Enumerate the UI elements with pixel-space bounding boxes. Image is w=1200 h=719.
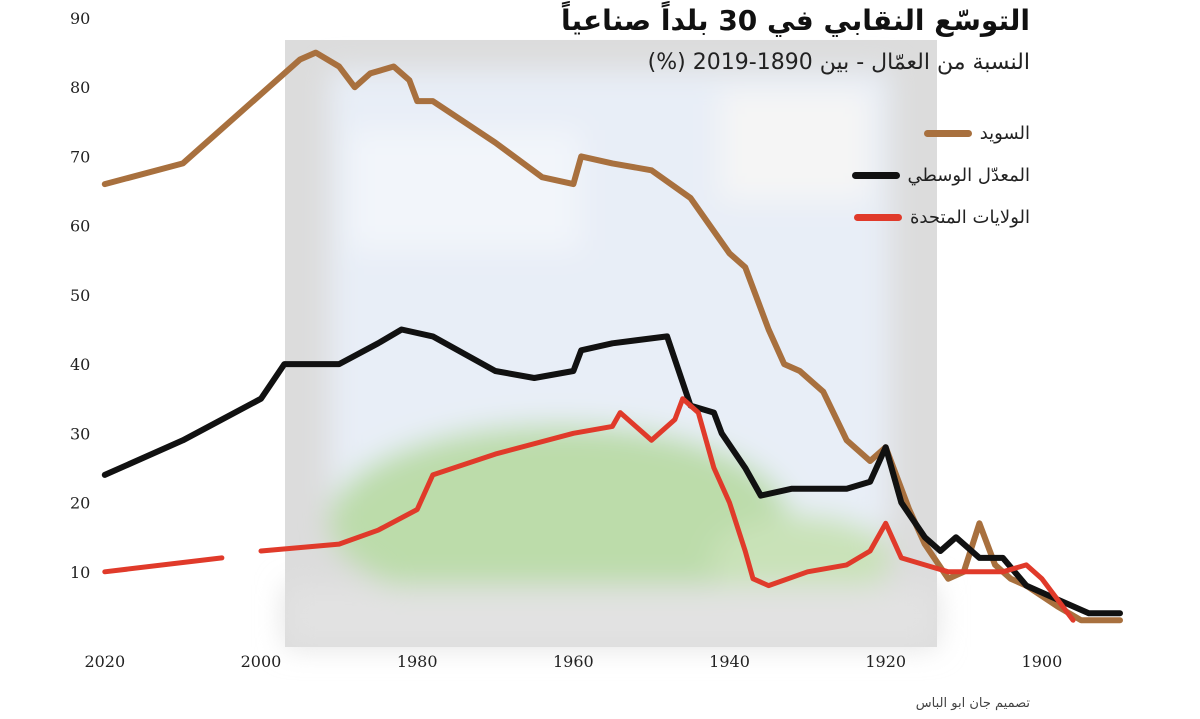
x-tick-label: 1900 [1022,652,1063,671]
x-tick-label: 2020 [84,652,125,671]
legend: السويد المعدّل الوسطي الولايات المتحدة [790,112,1030,238]
series-line-usa [102,396,1076,623]
chart-title: التوسّع النقابي في 30 بلداً صناعياً [561,4,1030,37]
photo-highlight [720,90,870,200]
legend-label-sweden: السويد [979,122,1030,144]
legend-item-median: المعدّل الوسطي [790,154,1030,196]
legend-swatch-median [851,171,900,179]
series-lines [101,49,1123,624]
legend-label-median: المعدّل الوسطي [907,164,1030,186]
x-axis: 2020 2000 1980 1960 1940 1920 1900 [84,652,1062,671]
photo-cloud [350,130,580,250]
x-tick-label: 1920 [865,652,906,671]
x-tick-label: 2000 [241,652,282,671]
legend-item-sweden: السويد [790,112,1030,154]
x-tick-label: 1940 [709,652,750,671]
y-tick-label: 90 [70,9,90,28]
y-tick-label: 20 [70,494,90,513]
photo-ground [285,585,937,647]
x-tick-label: 1980 [397,652,438,671]
y-tick-label: 10 [70,563,90,582]
y-axis: 10 20 30 40 50 60 70 80 90 [70,9,90,582]
y-tick-label: 50 [70,286,90,305]
chart-subtitle: النسبة من العمّال - بين 1890-2019 (%) [647,50,1030,75]
legend-item-usa: الولايات المتحدة [790,196,1030,238]
x-tick-label: 1960 [553,652,594,671]
legend-label-usa: الولايات المتحدة [909,206,1030,228]
series-line-sweden [101,49,1123,624]
y-tick-label: 60 [70,217,90,236]
photo-grass-right [710,515,890,605]
y-tick-label: 70 [70,147,90,166]
credit: تصميم جان ابو الباس [915,696,1030,711]
y-tick-label: 40 [70,355,90,374]
y-tick-label: 80 [70,78,90,97]
y-tick-label: 30 [70,424,90,443]
legend-swatch-usa [853,213,902,221]
series-line-median [101,326,1123,617]
legend-swatch-sweden [923,129,972,137]
